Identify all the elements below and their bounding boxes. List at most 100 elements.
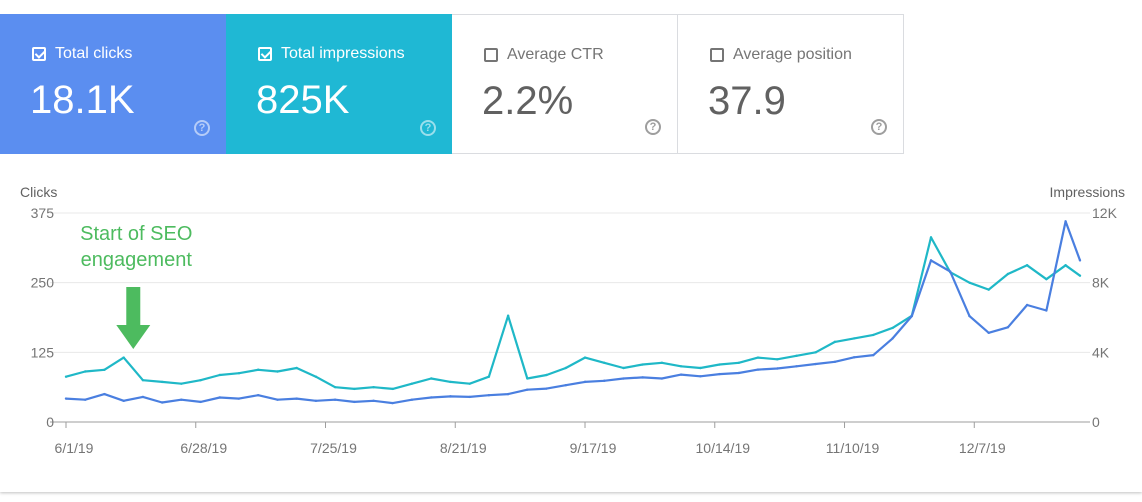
data-point-total-impressions [603,361,606,364]
checkbox-checked-icon[interactable] [258,47,272,61]
data-point-total-clicks [564,384,567,387]
data-point-total-clicks [603,379,606,382]
data-point-total-clicks [622,377,625,380]
data-point-total-clicks [333,398,337,401]
data-point-total-clicks [795,365,798,368]
left-axis-ticks: 375 250 125 0 [31,205,55,430]
data-point-total-impressions [872,333,875,337]
data-point-total-clicks [84,398,87,401]
right-axis-title: Impressions [1050,184,1125,200]
data-point-total-clicks [641,376,644,379]
data-point-total-clicks [103,392,106,396]
metric-header: Total clicks [32,45,132,63]
checkbox-unchecked-icon[interactable] [484,48,498,62]
help-icon[interactable]: ? [871,119,887,135]
data-point-total-clicks [699,375,702,378]
metric-tile-average-position[interactable]: Average position 37.9 ? [678,14,904,154]
x-axis-ticks: 6/1/19 6/28/19 7/25/19 8/21/19 9/17/19 10/14/… [55,422,1006,456]
data-point-total-impressions [526,377,529,380]
data-point-total-impressions [410,382,414,385]
help-icon[interactable]: ? [194,120,210,136]
down-arrow-icon [116,287,151,349]
data-point-total-impressions [372,385,375,389]
series-layer [64,220,1082,405]
data-point-total-clicks [430,396,433,399]
metric-tile-total-impressions[interactable]: Total impressions 825K ? [226,14,452,154]
grid-lines [50,212,1090,423]
checkbox-unchecked-icon[interactable] [710,48,724,62]
data-point-total-clicks [391,401,394,405]
data-point-total-impressions [929,236,933,239]
data-point-total-impressions [852,337,856,340]
data-point-total-clicks [833,360,837,364]
data-point-total-impressions [660,361,664,364]
data-point-total-impressions [276,370,279,373]
data-point-total-clicks [929,259,933,262]
data-point-total-clicks [276,398,279,401]
data-point-total-clicks [910,314,914,318]
help-icon[interactable]: ? [645,119,661,135]
x-tick-label: 10/14/19 [696,440,751,456]
data-point-total-impressions [199,379,202,382]
right-tick-label: 4K [1092,344,1110,360]
left-tick-label: 125 [31,344,55,360]
data-point-total-impressions [583,356,587,359]
data-point-total-impressions [1006,272,1010,276]
x-tick-label: 6/28/19 [180,440,227,456]
data-point-total-impressions [679,365,683,368]
data-point-total-impressions [314,375,318,378]
data-point-total-impressions [506,314,510,317]
data-point-total-impressions [333,385,337,389]
data-point-total-clicks [891,337,894,340]
x-tick-label: 6/1/19 [55,440,94,456]
data-point-total-impressions [814,351,817,354]
data-point-total-clicks [718,372,721,376]
data-point-total-clicks [160,401,164,404]
data-point-total-clicks [1064,220,1067,223]
right-tick-label: 12K [1092,205,1118,221]
right-tick-label: 8K [1092,275,1110,291]
metric-label: Total impressions [281,45,405,62]
data-point-total-impressions [987,288,990,291]
data-point-total-impressions [103,368,106,371]
data-point-total-impressions [776,358,779,361]
right-axis-ticks: 12K 8K 4K 0 [1092,205,1118,430]
help-icon[interactable]: ? [420,120,436,136]
data-point-total-impressions [718,363,721,366]
metric-label: Average CTR [507,46,604,63]
data-point-total-impressions [756,356,760,359]
data-point-total-impressions [353,387,356,391]
data-point-total-impressions [641,363,644,366]
metric-value: 2.2% [482,79,574,123]
data-point-total-impressions [1025,264,1029,267]
data-point-total-impressions [1064,264,1067,267]
data-point-total-impressions [237,372,241,375]
left-tick-label: 250 [31,275,55,291]
data-point-total-impressions [84,370,87,373]
data-point-total-clicks [756,368,760,371]
data-point-total-impressions [468,382,471,385]
data-point-total-clicks [814,362,817,366]
data-point-total-impressions [795,354,798,358]
data-point-total-clicks [679,373,683,376]
metric-tile-total-clicks[interactable]: Total clicks 18.1K ? [0,14,226,154]
metric-label: Total clicks [55,45,133,62]
data-point-total-clicks [257,394,260,397]
data-point-total-clicks [1006,326,1010,329]
checkbox-checked-icon[interactable] [32,47,46,61]
metric-tile-average-ctr[interactable]: Average CTR 2.2% ? [452,14,678,154]
metric-header: Average position [710,46,852,64]
data-point-total-clicks [468,395,471,399]
metric-tiles: Total clicks 18.1K ? Total impressions 8… [0,14,904,154]
data-point-total-clicks [968,314,971,318]
metric-header: Total impressions [258,45,405,63]
data-point-total-clicks [64,397,68,400]
data-point-total-impressions [1078,274,1082,277]
data-point-total-impressions [449,380,452,384]
metric-header: Average CTR [484,46,604,64]
x-tick-label: 9/17/19 [570,440,617,456]
performance-line-chart: Clicks Impressions 375 250 125 0 12K 8K 4K 0 6… [20,184,1125,456]
data-point-total-clicks [506,392,510,396]
data-point-total-clicks [1045,309,1048,312]
metric-value: 825K [256,78,350,122]
